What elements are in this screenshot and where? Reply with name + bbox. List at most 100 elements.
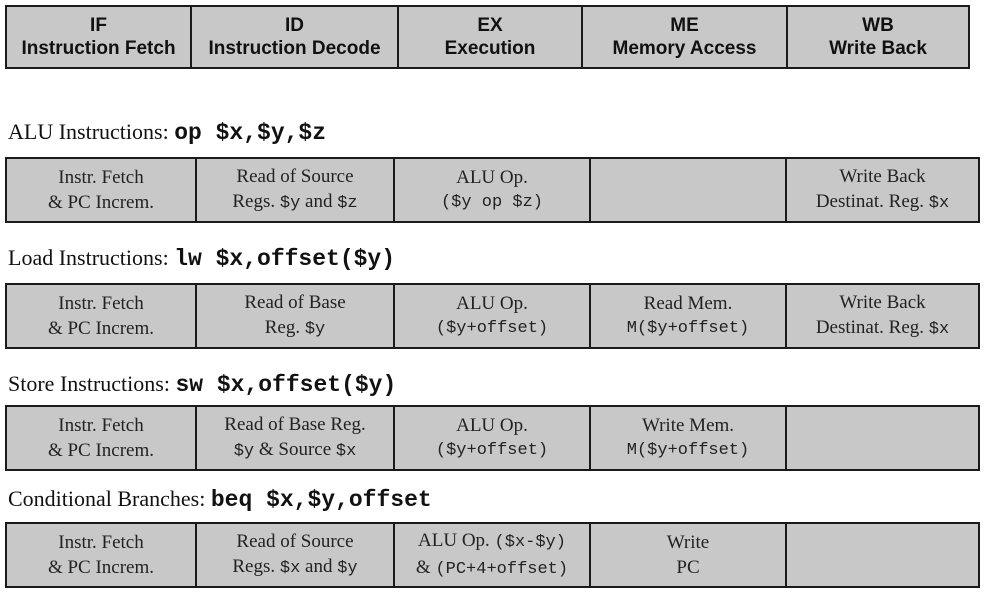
branch-ex-line2-pre: & <box>415 557 436 578</box>
alu-wb-reg: $x <box>928 194 950 213</box>
store-if-line1: Instr. Fetch <box>58 415 144 436</box>
stage-wb-name: Write Back <box>829 38 927 59</box>
alu-id-line2: Regs. $y and $z <box>232 189 357 216</box>
store-if-cell: Instr. Fetch & PC Increm. <box>7 407 197 469</box>
store-title: Store Instructions: <box>8 371 170 396</box>
alu-if-line1: Instr. Fetch <box>58 167 144 188</box>
alu-ex-cell: ALU Op. ($y op $z) <box>395 159 591 221</box>
stage-me-name: Memory Access <box>612 38 757 59</box>
alu-me-cell <box>591 159 787 221</box>
branch-if-cell: Instr. Fetch & PC Increm. <box>7 524 197 586</box>
load-id-line1: Read of Base <box>244 292 346 313</box>
load-me-line2: M($y+offset) <box>626 319 750 338</box>
load-wb-line2: Destinat. Reg. $x <box>816 315 949 342</box>
store-ex-cell: ALU Op. ($y+offset) <box>395 407 591 469</box>
store-if-line2: & PC Increm. <box>47 440 155 461</box>
alu-id-cell: Read of Source Regs. $y and $z <box>197 159 395 221</box>
alu-id-reg-a: $y <box>279 194 301 213</box>
stage-wb: WB Write Back <box>788 7 968 67</box>
stage-if-name: Instruction Fetch <box>21 38 176 59</box>
stage-id-abbr: ID <box>285 15 304 36</box>
alu-wb-line2: Destinat. Reg. $x <box>816 189 949 216</box>
stage-wb-abbr: WB <box>862 15 894 36</box>
stage-ex-name: Execution <box>444 38 536 59</box>
store-id-line1: Read of Base Reg. <box>224 414 366 435</box>
stage-ex: EX Execution <box>399 7 583 67</box>
alu-id-line1: Read of Source <box>236 166 354 187</box>
load-ex-cell: ALU Op. ($y+offset) <box>395 285 591 347</box>
branch-ex-cell: ALU Op. ($x-$y) & (PC+4+offset) <box>395 524 591 586</box>
alu-id-line2-pre: Regs. <box>232 191 280 212</box>
stage-if-abbr: IF <box>90 15 107 36</box>
store-id-line2-mid: & Source <box>254 439 336 460</box>
load-wb-cell: Write Back Destinat. Reg. $x <box>787 285 978 347</box>
store-wb-cell <box>787 407 978 469</box>
store-ex-line1: ALU Op. <box>456 415 528 436</box>
load-pipeline-row: Instr. Fetch & PC Increm. Read of Base R… <box>5 283 980 349</box>
stage-id: ID Instruction Decode <box>192 7 399 67</box>
load-title: Load Instructions: <box>8 245 169 270</box>
alu-title: ALU Instructions: <box>8 119 169 144</box>
store-syntax: sw $x,offset($y) <box>175 372 397 398</box>
load-if-line2: & PC Increm. <box>47 318 155 339</box>
alu-wb-line1: Write Back <box>839 166 926 187</box>
load-me-cell: Read Mem. M($y+offset) <box>591 285 787 347</box>
stage-id-name: Instruction Decode <box>208 38 381 59</box>
alu-ex-line1: ALU Op. <box>456 167 528 188</box>
load-id-reg: $y <box>304 320 326 339</box>
branch-ex-line1-pre: ALU Op. <box>418 530 495 551</box>
branch-me-line2: PC <box>676 557 700 578</box>
branch-syntax: beq $x,$y,offset <box>210 487 432 513</box>
alu-if-cell: Instr. Fetch & PC Increm. <box>7 159 197 221</box>
stage-me-abbr: ME <box>670 15 699 36</box>
store-id-reg-a: $y <box>233 442 255 461</box>
load-wb-reg: $x <box>928 320 950 339</box>
branch-ex-line1: ALU Op. ($x-$y) <box>418 528 566 555</box>
branch-id-line1: Read of Source <box>236 531 354 552</box>
store-section-title: Store Instructions: sw $x,offset($y) <box>8 371 396 398</box>
branch-if-line2: & PC Increm. <box>47 557 155 578</box>
branch-id-reg-b: $y <box>337 559 358 578</box>
branch-id-line2: Regs. $x and $y <box>232 554 357 581</box>
branch-id-line2-mid: and <box>300 556 338 577</box>
load-wb-line1: Write Back <box>839 292 926 313</box>
branch-ex-line2-mono: (PC+4+offset) <box>435 560 569 579</box>
store-me-line2: M($y+offset) <box>626 441 750 460</box>
load-wb-line2-pre: Destinat. Reg. <box>815 317 929 338</box>
stage-ex-abbr: EX <box>477 15 503 36</box>
store-pipeline-row: Instr. Fetch & PC Increm. Read of Base R… <box>5 405 980 471</box>
branch-id-line2-pre: Regs. <box>232 556 280 577</box>
load-me-line1: Read Mem. <box>643 293 733 314</box>
branch-wb-cell <box>787 524 978 586</box>
stage-if: IF Instruction Fetch <box>7 7 192 67</box>
load-ex-line2: ($y+offset) <box>435 319 549 338</box>
branch-pipeline-row: Instr. Fetch & PC Increm. Read of Source… <box>5 522 980 588</box>
alu-pipeline-row: Instr. Fetch & PC Increm. Read of Source… <box>5 157 980 223</box>
store-ex-line2: ($y+offset) <box>435 441 549 460</box>
branch-title: Conditional Branches: <box>8 486 206 511</box>
load-id-line2: Reg. $y <box>265 315 326 342</box>
alu-id-line2-mid: and <box>300 191 338 212</box>
load-if-cell: Instr. Fetch & PC Increm. <box>7 285 197 347</box>
alu-wb-line2-pre: Destinat. Reg. <box>815 191 929 212</box>
store-id-reg-b: $x <box>335 442 357 461</box>
branch-me-line1: Write <box>666 532 710 553</box>
branch-section-title: Conditional Branches: beq $x,$y,offset <box>8 486 432 513</box>
alu-if-line2: & PC Increm. <box>47 192 155 213</box>
branch-if-line1: Instr. Fetch <box>58 532 144 553</box>
pipeline-stage-header: IF Instruction Fetch ID Instruction Deco… <box>5 5 970 69</box>
load-id-cell: Read of Base Reg. $y <box>197 285 395 347</box>
alu-id-reg-b: $z <box>337 194 358 213</box>
alu-syntax: op $x,$y,$z <box>174 120 327 146</box>
load-section-title: Load Instructions: lw $x,offset($y) <box>8 245 395 272</box>
branch-me-cell: Write PC <box>591 524 787 586</box>
branch-ex-line2: & (PC+4+offset) <box>416 555 568 582</box>
store-id-cell: Read of Base Reg. $y & Source $x <box>197 407 395 469</box>
branch-id-reg-a: $x <box>279 559 301 578</box>
alu-section-title: ALU Instructions: op $x,$y,$z <box>8 119 326 146</box>
branch-id-cell: Read of Source Regs. $x and $y <box>197 524 395 586</box>
load-ex-line1: ALU Op. <box>456 293 528 314</box>
load-if-line1: Instr. Fetch <box>58 293 144 314</box>
store-id-line2: $y & Source $x <box>234 437 357 464</box>
alu-ex-line2: ($y op $z) <box>440 193 544 212</box>
